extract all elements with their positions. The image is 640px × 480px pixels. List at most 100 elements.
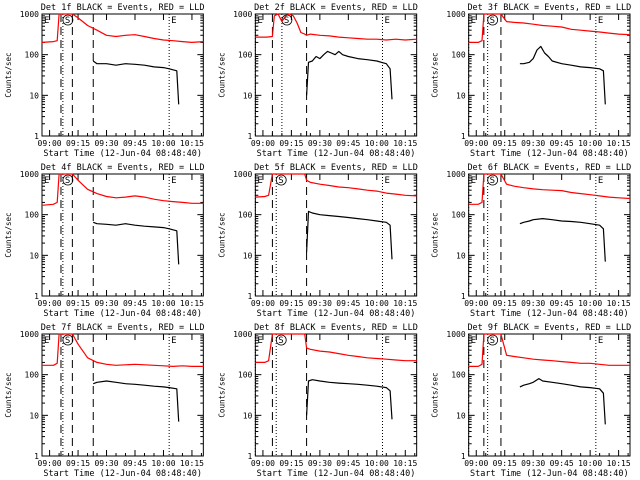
x-axis-label: Start Time (12-Jun-04 08:48:40) bbox=[470, 309, 629, 319]
x-tick-label: 09:00 bbox=[251, 299, 275, 308]
marker-label: S bbox=[65, 336, 70, 346]
x-tick-label: 09:30 bbox=[521, 139, 545, 148]
series-lld-line bbox=[255, 333, 417, 363]
marker-label: E bbox=[385, 16, 390, 26]
x-tick-label: 10:15 bbox=[180, 139, 204, 148]
y-tick-label: 100 bbox=[238, 211, 253, 220]
series-lld-line bbox=[468, 333, 630, 367]
panel-title: Det 6f BLACK = Events, RED = LLD bbox=[467, 163, 631, 173]
series-lld-line bbox=[468, 173, 631, 205]
x-tick-label: 09:30 bbox=[308, 459, 332, 468]
marker-label: S bbox=[490, 16, 495, 26]
x-tick-label: 09:45 bbox=[550, 459, 574, 468]
x-tick-label: 09:15 bbox=[279, 139, 303, 148]
marker-label: S bbox=[490, 176, 495, 186]
plot-frame bbox=[41, 13, 204, 137]
y-tick-label: 10 bbox=[456, 411, 466, 420]
x-tick-label: 09:00 bbox=[464, 459, 488, 468]
x-tick-label: 10:15 bbox=[393, 299, 417, 308]
x-tick-label: 10:00 bbox=[365, 139, 389, 148]
panel-title: Det 9f BLACK = Events, RED = LLD bbox=[467, 323, 631, 333]
x-tick-label: 09:45 bbox=[336, 139, 360, 148]
marker-circle bbox=[487, 14, 499, 26]
y-tick-label: 1 bbox=[248, 292, 253, 301]
y-tick-label: 1000 bbox=[233, 330, 252, 339]
panel-7: Det 7f BLACK = Events, RED = LLD 1 10 100 10… bbox=[4, 323, 205, 479]
x-tick-label: 10:15 bbox=[607, 299, 631, 308]
marker-label: E bbox=[257, 336, 262, 346]
x-tick-label: 10:15 bbox=[180, 299, 204, 308]
y-tick-label: 10 bbox=[29, 251, 39, 260]
marker-circle bbox=[62, 174, 74, 186]
x-tick-label: 09:30 bbox=[308, 299, 332, 308]
y-tick-label: 100 bbox=[25, 211, 40, 220]
marker-label: E bbox=[44, 176, 49, 186]
y-axis-label: Counts/sec bbox=[431, 52, 440, 97]
x-tick-label: 09:45 bbox=[123, 459, 147, 468]
y-tick-label: 1000 bbox=[20, 170, 39, 179]
marker-label: E bbox=[598, 336, 603, 346]
marker-label: S bbox=[490, 336, 495, 346]
marker-label: E bbox=[257, 176, 262, 186]
x-tick-label: 09:15 bbox=[493, 299, 517, 308]
x-tick-label: 09:45 bbox=[123, 139, 147, 148]
panel-6: Det 6f BLACK = Events, RED = LLD 1 10 100 10… bbox=[431, 163, 632, 319]
marker-label: E bbox=[257, 16, 262, 26]
y-tick-label: 10 bbox=[456, 251, 466, 260]
series-events-line bbox=[92, 380, 180, 422]
x-axis-label: Start Time (12-Jun-04 08:48:40) bbox=[257, 469, 416, 479]
x-tick-label: 09:00 bbox=[251, 139, 275, 148]
series-lld-line bbox=[255, 13, 417, 41]
y-axis-label: Counts/sec bbox=[217, 52, 226, 97]
y-tick-label: 1000 bbox=[446, 330, 465, 339]
x-tick-label: 09:15 bbox=[279, 459, 303, 468]
y-tick-label: 10 bbox=[243, 411, 253, 420]
y-axis-label: Counts/sec bbox=[217, 212, 226, 257]
x-tick-label: 09:30 bbox=[94, 459, 118, 468]
panel-title: Det 4f BLACK = Events, RED = LLD bbox=[41, 163, 205, 173]
series-events-line bbox=[519, 378, 606, 425]
marker-circle bbox=[275, 174, 287, 186]
x-axis-label: Start Time (12-Jun-04 08:48:40) bbox=[470, 469, 629, 479]
x-axis-label: Start Time (12-Jun-04 08:48:40) bbox=[43, 149, 202, 159]
y-tick-label: 1000 bbox=[20, 330, 39, 339]
x-axis-label: Start Time (12-Jun-04 08:48:40) bbox=[470, 149, 629, 159]
x-tick-label: 09:15 bbox=[66, 299, 90, 308]
series-events-line bbox=[519, 218, 606, 262]
y-tick-label: 10 bbox=[29, 91, 39, 100]
y-tick-label: 100 bbox=[451, 51, 466, 60]
marker-label: E bbox=[44, 16, 49, 26]
marker-label: E bbox=[385, 336, 390, 346]
x-tick-label: 09:30 bbox=[521, 459, 545, 468]
x-tick-label: 09:30 bbox=[521, 299, 545, 308]
x-tick-label: 09:00 bbox=[464, 139, 488, 148]
x-tick-label: 09:15 bbox=[66, 139, 90, 148]
y-tick-label: 1000 bbox=[20, 10, 39, 19]
x-tick-label: 09:00 bbox=[38, 459, 62, 468]
marker-circle bbox=[487, 334, 499, 346]
y-axis-label: Counts/sec bbox=[4, 372, 13, 417]
x-tick-label: 10:00 bbox=[151, 299, 175, 308]
marker-label: E bbox=[171, 16, 176, 26]
plot-frame bbox=[41, 333, 204, 457]
y-tick-label: 100 bbox=[25, 371, 40, 380]
panel-title: Det 1f BLACK = Events, RED = LLD bbox=[41, 3, 205, 13]
x-tick-label: 10:00 bbox=[578, 459, 602, 468]
series-lld-line bbox=[255, 173, 417, 198]
y-tick-label: 10 bbox=[29, 411, 39, 420]
x-tick-label: 10:15 bbox=[607, 459, 631, 468]
panel-4: Det 4f BLACK = Events, RED = LLD 1 10 100 10… bbox=[4, 163, 205, 319]
marker-label: E bbox=[44, 336, 49, 346]
series-events-line bbox=[92, 221, 180, 265]
marker-label: S bbox=[65, 176, 70, 186]
y-tick-label: 100 bbox=[451, 211, 466, 220]
x-axis-label: Start Time (12-Jun-04 08:48:40) bbox=[43, 309, 202, 319]
panel-title: Det 7f BLACK = Events, RED = LLD bbox=[41, 323, 205, 333]
marker-label: E bbox=[598, 176, 603, 186]
x-tick-label: 10:00 bbox=[151, 459, 175, 468]
marker-label: E bbox=[471, 176, 476, 186]
panel-1: Det 1f BLACK = Events, RED = LLD 1 10 100 10… bbox=[4, 3, 205, 159]
panel-3: Det 3f BLACK = Events, RED = LLD 1 10 100 10… bbox=[431, 3, 632, 159]
x-tick-label: 09:00 bbox=[251, 459, 275, 468]
x-tick-label: 10:15 bbox=[393, 459, 417, 468]
